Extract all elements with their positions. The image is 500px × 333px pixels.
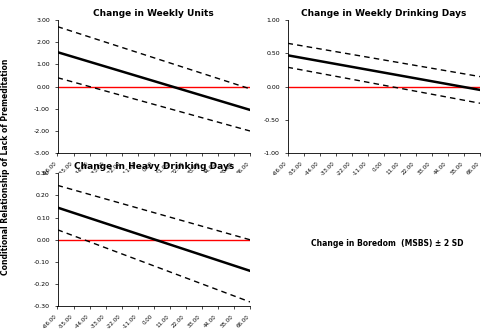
Text: Change in Boredom  (MSBS) ± 2 SD: Change in Boredom (MSBS) ± 2 SD bbox=[311, 238, 464, 248]
Title: Change in Heavy Drinking Days: Change in Heavy Drinking Days bbox=[74, 162, 234, 171]
Text: Conditional Relationship of Lack of Premeditation: Conditional Relationship of Lack of Prem… bbox=[2, 58, 11, 275]
Title: Change in Weekly Drinking Days: Change in Weekly Drinking Days bbox=[301, 9, 466, 18]
Title: Change in Weekly Units: Change in Weekly Units bbox=[94, 9, 214, 18]
